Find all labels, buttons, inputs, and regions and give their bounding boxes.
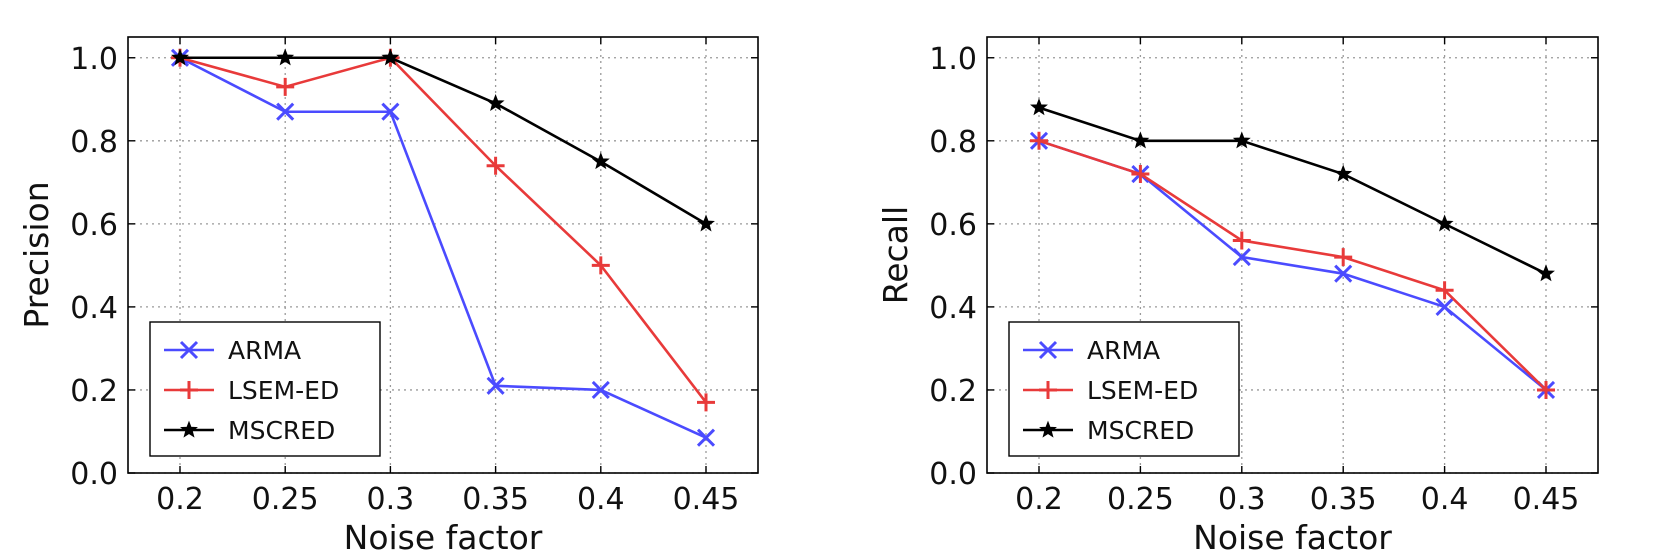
data-point xyxy=(486,156,505,175)
data-point xyxy=(1131,131,1150,149)
data-point xyxy=(276,102,295,121)
legend-marker xyxy=(1039,420,1057,438)
legend-label: MSCRED xyxy=(228,416,335,445)
y-tick-label: 0.2 xyxy=(929,374,977,409)
data-point xyxy=(486,376,505,395)
data-point xyxy=(1537,264,1555,282)
y-tick-label: 0.8 xyxy=(70,125,118,160)
data-point xyxy=(1030,131,1048,150)
data-point xyxy=(1435,281,1454,300)
y-tick-label: 0.0 xyxy=(70,457,118,492)
y-axis-label: Recall xyxy=(876,206,915,304)
data-point xyxy=(697,214,715,232)
legend-marker xyxy=(1038,340,1058,360)
data-point xyxy=(696,428,716,447)
data-point xyxy=(1334,164,1353,182)
data-point xyxy=(276,48,295,66)
data-point xyxy=(1232,231,1251,250)
chart-1: 0.2 0.25 0.3 0.35 0.4 0.45 0.0 0.2 0.4 0.6 0.8 1.0 N… xyxy=(17,36,759,557)
legend-marker xyxy=(179,340,199,360)
x-tick-label: 0.35 xyxy=(1310,482,1377,517)
x-tick-label: 0.45 xyxy=(1513,482,1580,517)
x-tick-label: 0.4 xyxy=(577,482,625,517)
legend-marker xyxy=(180,420,198,438)
data-point xyxy=(381,102,400,121)
legend-label: ARMA xyxy=(228,336,301,365)
legend: ARMA LSEM-ED MSCRED xyxy=(1008,321,1240,457)
x-axis-label: Noise factor xyxy=(1193,518,1392,557)
y-tick-label: 0.0 xyxy=(929,457,977,492)
series-line xyxy=(1038,106,1547,275)
series-line xyxy=(180,56,707,225)
data-point xyxy=(591,152,610,170)
data-point xyxy=(1435,297,1454,316)
x-tick-label: 0.3 xyxy=(367,482,415,517)
x-tick-label: 0.25 xyxy=(1107,482,1174,517)
data-point xyxy=(1537,380,1555,399)
legend-label: MSCRED xyxy=(1087,416,1194,445)
x-tick-label: 0.3 xyxy=(1218,482,1266,517)
series-lsem-ed xyxy=(1030,131,1555,399)
data-point xyxy=(276,77,295,96)
plot-frame xyxy=(127,36,759,474)
x-tick-label: 0.45 xyxy=(673,482,740,517)
legend-label: LSEM-ED xyxy=(1087,376,1198,405)
legend-marker xyxy=(180,381,198,399)
x-tick-label: 0.2 xyxy=(156,482,204,517)
series-mscred xyxy=(171,48,715,232)
x-tick-label: 0.25 xyxy=(252,482,319,517)
data-point xyxy=(171,48,189,66)
series-line xyxy=(1038,139,1547,391)
y-tick-label: 0.4 xyxy=(929,291,977,326)
data-point xyxy=(381,48,400,66)
data-point xyxy=(591,256,610,275)
legend-label: LSEM-ED xyxy=(228,376,339,405)
data-point xyxy=(486,94,505,112)
data-point xyxy=(1232,248,1251,267)
x-tick-label: 0.35 xyxy=(462,482,529,517)
data-point xyxy=(1131,165,1150,184)
y-axis-label: Precision xyxy=(17,181,56,328)
series-line xyxy=(179,56,707,439)
data-point xyxy=(1232,131,1251,149)
legend-marker xyxy=(1039,381,1057,399)
plot-frame xyxy=(986,36,1599,474)
y-tick-label: 0.6 xyxy=(929,208,977,243)
data-point xyxy=(591,380,610,400)
legend-label: ARMA xyxy=(1087,336,1160,365)
data-point xyxy=(1435,214,1454,232)
data-point xyxy=(1334,264,1353,283)
y-tick-label: 0.4 xyxy=(70,291,118,326)
x-tick-label: 0.2 xyxy=(1015,482,1063,517)
series-line xyxy=(179,56,708,404)
y-tick-label: 0.2 xyxy=(70,374,118,409)
series-mscred xyxy=(1030,98,1555,282)
y-tick-label: 0.8 xyxy=(929,125,977,160)
y-tick-label: 1.0 xyxy=(929,42,977,77)
chart-2: 0.2 0.25 0.3 0.35 0.4 0.45 0.0 0.2 0.4 0.6 0.8 1.0 N… xyxy=(876,36,1599,557)
y-tick-label: 0.6 xyxy=(70,208,118,243)
data-point xyxy=(1030,98,1048,116)
legend: ARMA LSEM-ED MSCRED xyxy=(149,321,381,457)
x-axis-label: Noise factor xyxy=(344,518,543,557)
data-point xyxy=(1334,248,1353,267)
data-point xyxy=(697,393,715,412)
y-tick-label: 1.0 xyxy=(70,42,118,77)
x-tick-label: 0.4 xyxy=(1421,482,1469,517)
